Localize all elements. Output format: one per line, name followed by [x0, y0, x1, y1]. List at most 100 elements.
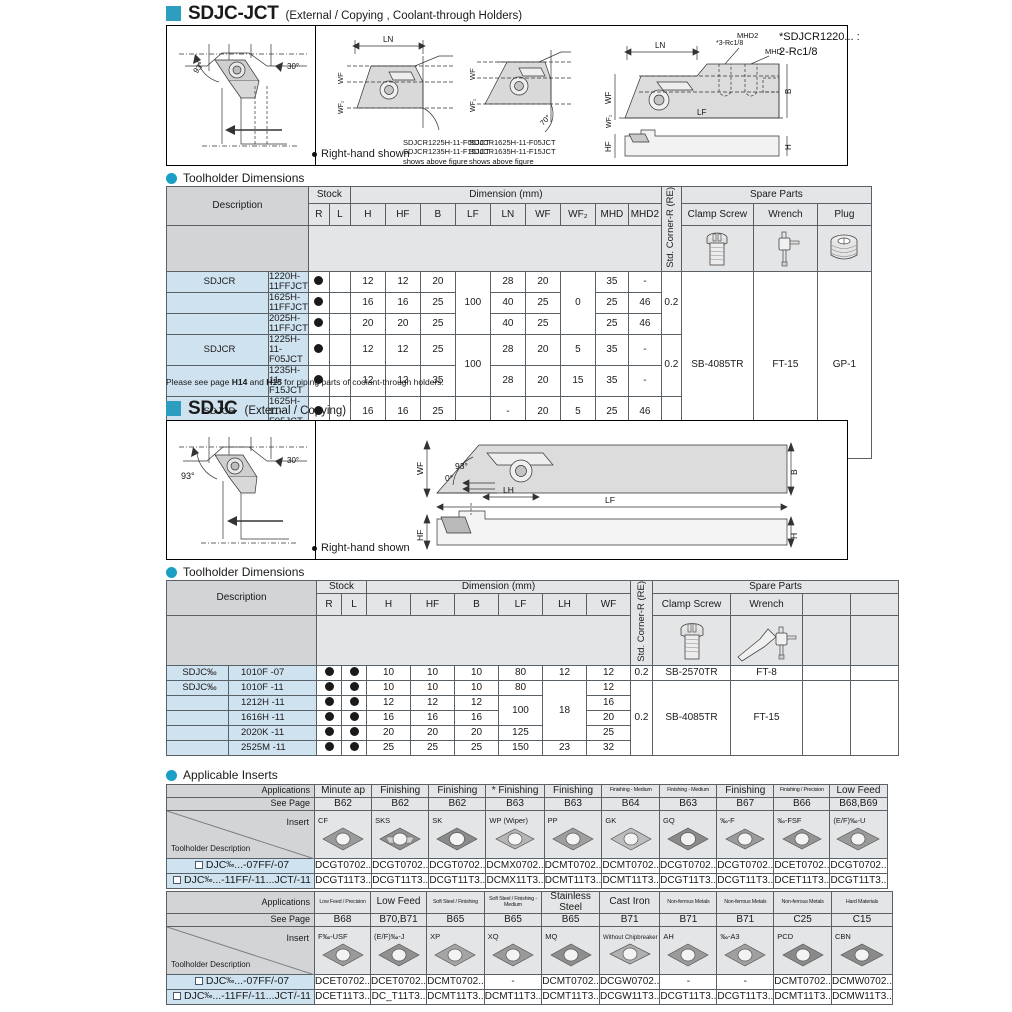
cell-L [328, 364, 351, 397]
clamp-screw-icon-cell [680, 225, 754, 273]
cell-HF: 12 [410, 695, 455, 712]
insert-code: DCET11T3.. [313, 989, 372, 1005]
cell-corner-r: 0.2 [630, 680, 653, 757]
th-WF2: WF₂ [559, 203, 596, 227]
app-2: Finishing [428, 784, 487, 798]
page2-6: B71 [659, 913, 718, 927]
app2-9: Hard Materials [830, 891, 893, 914]
cell-WF: 32 [586, 740, 631, 757]
svg-text:HF: HF [415, 530, 425, 541]
cell-MHD: 35 [594, 334, 629, 366]
inserts-caption: Applicable Inserts [166, 768, 278, 782]
checkbox-icon[interactable] [172, 876, 181, 885]
cell-R [307, 313, 330, 336]
insert-shape-icon [609, 827, 652, 851]
figure-note-right-line1: *SDJCR1220... : [779, 31, 860, 43]
cell-WF: 20 [524, 271, 561, 294]
holder-side-view-diagram-2: WF HF LH LF B H 93° 0° [415, 440, 799, 550]
th-R: R [316, 593, 342, 617]
cell-WF2: 15 [559, 364, 596, 397]
insert-cell-3: WP (Wiper) [485, 810, 545, 859]
cell-LN: 28 [489, 334, 526, 366]
page2-1: B70,B71 [370, 913, 428, 927]
insert2-name-4: MQ [545, 932, 558, 942]
holder-top-view-diagram: 93° 30° [179, 44, 307, 147]
cell-R [316, 725, 342, 742]
app2-1: Low Feed [370, 891, 428, 914]
row-prefix [166, 313, 269, 336]
cell-clamp-screw: SB-4085TR [652, 680, 731, 757]
cell-B: 12 [454, 695, 499, 712]
checkbox-icon[interactable] [194, 977, 203, 986]
insert2-name-7: ‰-A3 [720, 932, 740, 942]
insert-shape-icon [840, 943, 884, 967]
table-row: SDJC‰ 1010F -11 10 10 10 80 18 12 0.2 SB… [166, 680, 899, 757]
cell-LN: 40 [489, 292, 526, 315]
row-prefix [166, 740, 229, 757]
plug-icon [830, 234, 858, 260]
insert2-name-9: CBN [834, 932, 851, 942]
inserts-caption-label: Applicable Inserts [183, 768, 278, 782]
insert-code: - [483, 974, 543, 990]
insert-code: DCGW0702.. [598, 974, 661, 990]
cell-HF: 20 [384, 313, 421, 336]
row-prefix [166, 725, 229, 742]
cell-MHD: 25 [594, 292, 629, 315]
table1-caption: Toolholder Dimensions [166, 171, 304, 185]
cell-LF: 80 [498, 665, 543, 682]
insert-code: DCMT11T3.. [541, 989, 600, 1005]
insert-cell-4: PP [543, 810, 603, 859]
page2-7: B71 [716, 913, 775, 927]
page2-4: B65 [541, 913, 600, 927]
cell-R [316, 695, 342, 712]
cell-B: 20 [419, 271, 456, 294]
app-0: Minute ap [313, 784, 373, 798]
insert-name-8: ‰-FSF [777, 816, 802, 826]
insert-shape-icon [725, 828, 766, 850]
th-applications: Applications [166, 891, 315, 914]
page2-0: B68 [313, 913, 372, 927]
cell-MHD: 25 [594, 313, 629, 336]
insert-corner-header: Insert Toolholder Description [166, 810, 315, 859]
svg-text:30°: 30° [287, 456, 299, 465]
cell-LF: 150 [498, 740, 543, 757]
cell-H: 10 [366, 680, 411, 697]
cell-L [328, 334, 351, 366]
cell-MHD2: - [627, 271, 662, 294]
app2-3: Soft Steel / Finishing - Medium [483, 891, 543, 914]
app2-0: Low Feed / Precision [313, 891, 372, 914]
clamp-screw-icon [680, 622, 703, 660]
section-title: SDJC [188, 398, 238, 419]
insert-shape-icon [495, 828, 535, 850]
cell-LF: 100 [498, 695, 543, 727]
insert-name-0: CF [318, 816, 328, 826]
svg-text:WF₁: WF₁ [606, 114, 613, 128]
cell-B: 35 [419, 364, 456, 397]
insert-shape-icon [322, 827, 364, 851]
cell-WF: 20 [524, 364, 561, 397]
wrench-icon-cell [730, 615, 803, 667]
svg-text:H: H [784, 144, 793, 150]
table-row: 2025H-11FFJCT 20 20 25 40 25 25 46 [166, 313, 872, 336]
bullet-dot-icon [312, 545, 317, 551]
app-5: Finishing - Medium [601, 784, 661, 798]
svg-text:WF₁: WF₁ [470, 98, 477, 112]
row-code: 2020K -11 [228, 725, 317, 742]
svg-text:LH: LH [503, 485, 514, 495]
row-prefix: SDJCR [166, 271, 269, 294]
insert-name-6: GQ [663, 816, 675, 826]
cell-HF: 16 [410, 710, 455, 727]
cell-R [316, 665, 342, 682]
th-clamp-screw: Clamp Screw [652, 593, 731, 617]
table-row: 1235H-11-F15JCT 12 12 35 28 20 15 35 - [166, 364, 872, 397]
insert-code: DCMT11T3.. [483, 989, 543, 1005]
cell-B: 25 [419, 313, 456, 336]
cell-L [328, 313, 351, 336]
toolholder-row-label-1: DJC‰...-07FF/-07 [166, 974, 315, 990]
cell-HF: 12 [384, 271, 421, 294]
insert-detail-diagram-b: WF WF₁ 70° [468, 50, 571, 133]
diagonal-divider-icon [167, 927, 315, 975]
checkbox-icon[interactable] [194, 861, 203, 870]
cell-L [341, 665, 367, 682]
checkbox-icon[interactable] [172, 992, 181, 1001]
